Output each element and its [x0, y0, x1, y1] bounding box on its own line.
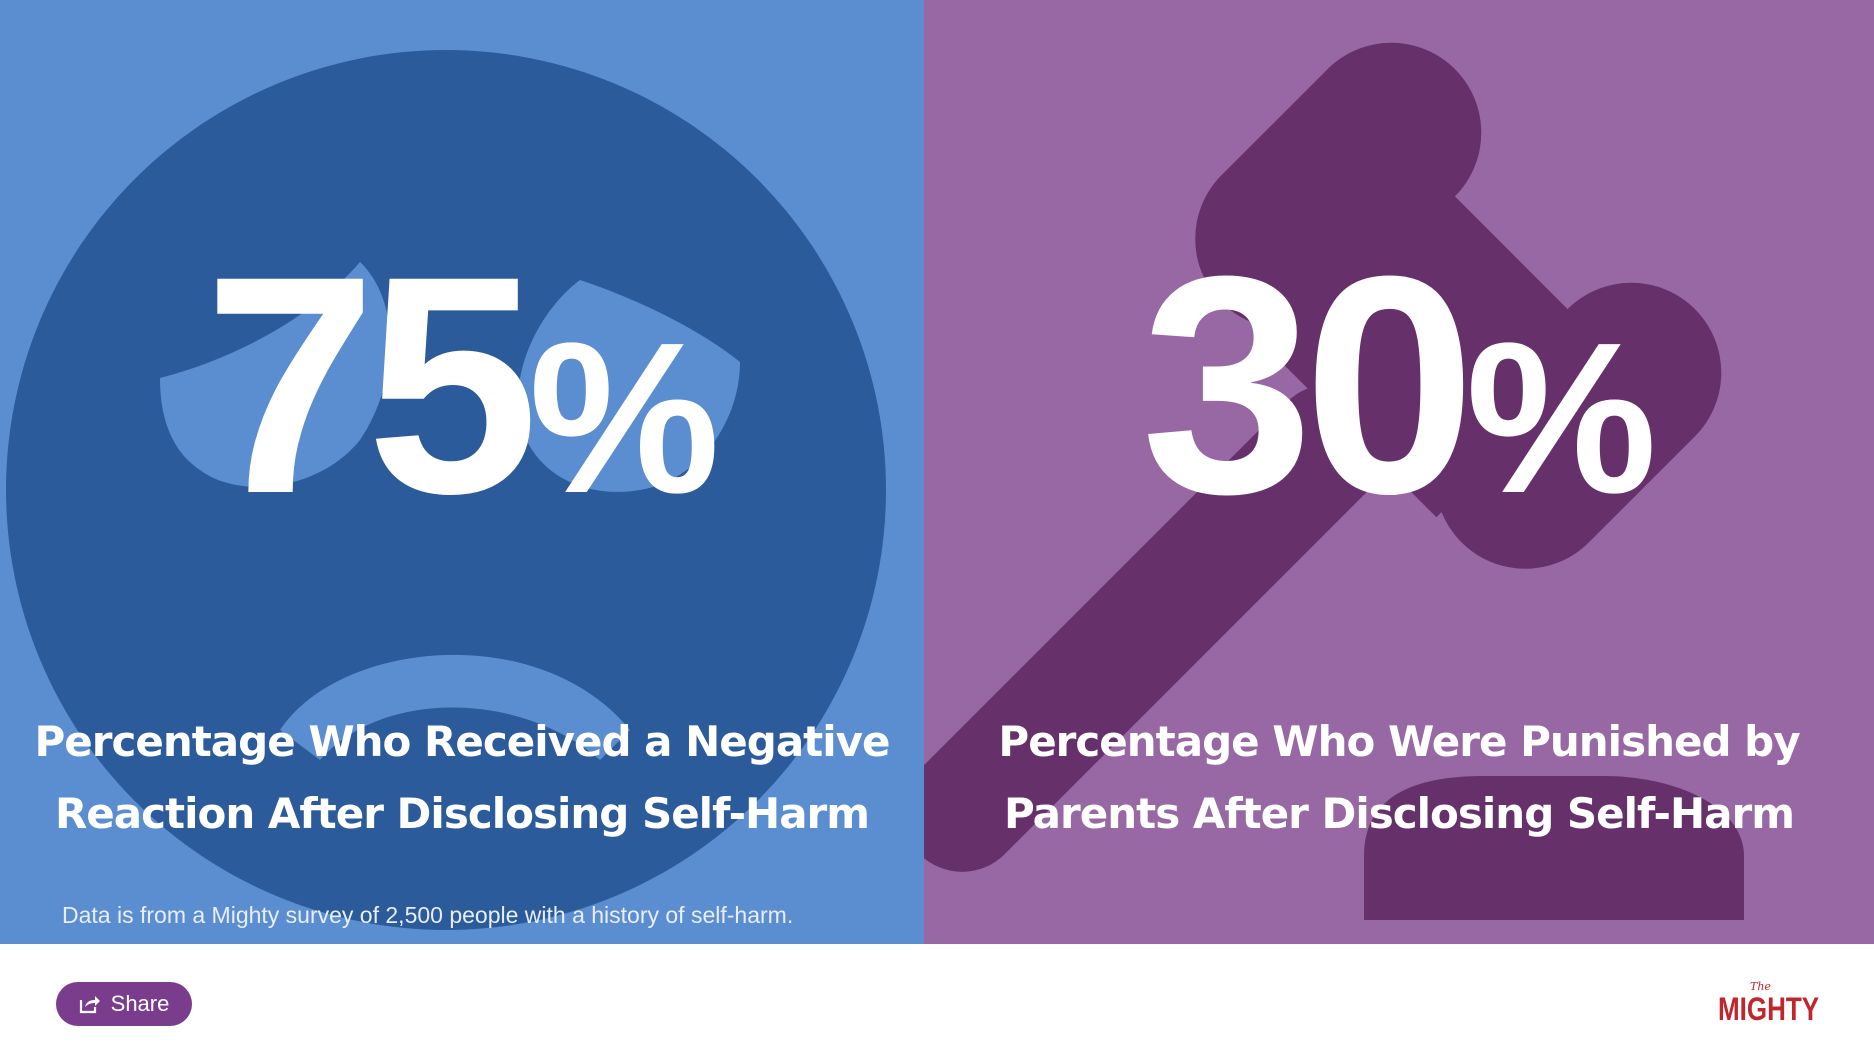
sad-face-icon	[0, 0, 924, 944]
stat-value-left: 75%	[0, 230, 924, 540]
stat-number-left: 75	[204, 211, 539, 558]
caption-line-2: Parents After Disclosing Self-Harm	[1004, 789, 1795, 838]
logo-mighty: MIGHTY	[1718, 990, 1820, 1028]
share-label: Share	[110, 991, 170, 1016]
share-icon	[79, 996, 100, 1014]
the-mighty-logo[interactable]: The MIGHTY	[1718, 980, 1819, 1030]
gavel-icon	[924, 0, 1874, 944]
stat-panel-left: 75% Percentage Who Received a Negative R…	[0, 0, 924, 944]
stat-percent-symbol-left: %	[528, 297, 720, 538]
caption-line-1: Percentage Who Received a Negative	[34, 717, 890, 766]
stat-caption-right: Percentage Who Were Punished by Parents …	[924, 706, 1874, 850]
stat-number-right: 30	[1141, 211, 1476, 558]
data-source-footnote: Data is from a Mighty survey of 2,500 pe…	[62, 902, 794, 928]
stat-caption-left: Percentage Who Received a Negative React…	[0, 706, 924, 850]
logo-the: The	[1750, 980, 1771, 993]
stat-value-right: 30%	[924, 230, 1874, 540]
stat-percent-symbol-right: %	[1465, 297, 1657, 538]
caption-line-1: Percentage Who Were Punished by	[998, 717, 1800, 766]
caption-line-2: Reaction After Disclosing Self-Harm	[54, 789, 870, 838]
stat-panel-right: 30% Percentage Who Were Punished by Pare…	[924, 0, 1874, 944]
footer-bar: Share The MIGHTY	[0, 944, 1874, 1058]
share-button[interactable]: Share	[56, 982, 192, 1026]
